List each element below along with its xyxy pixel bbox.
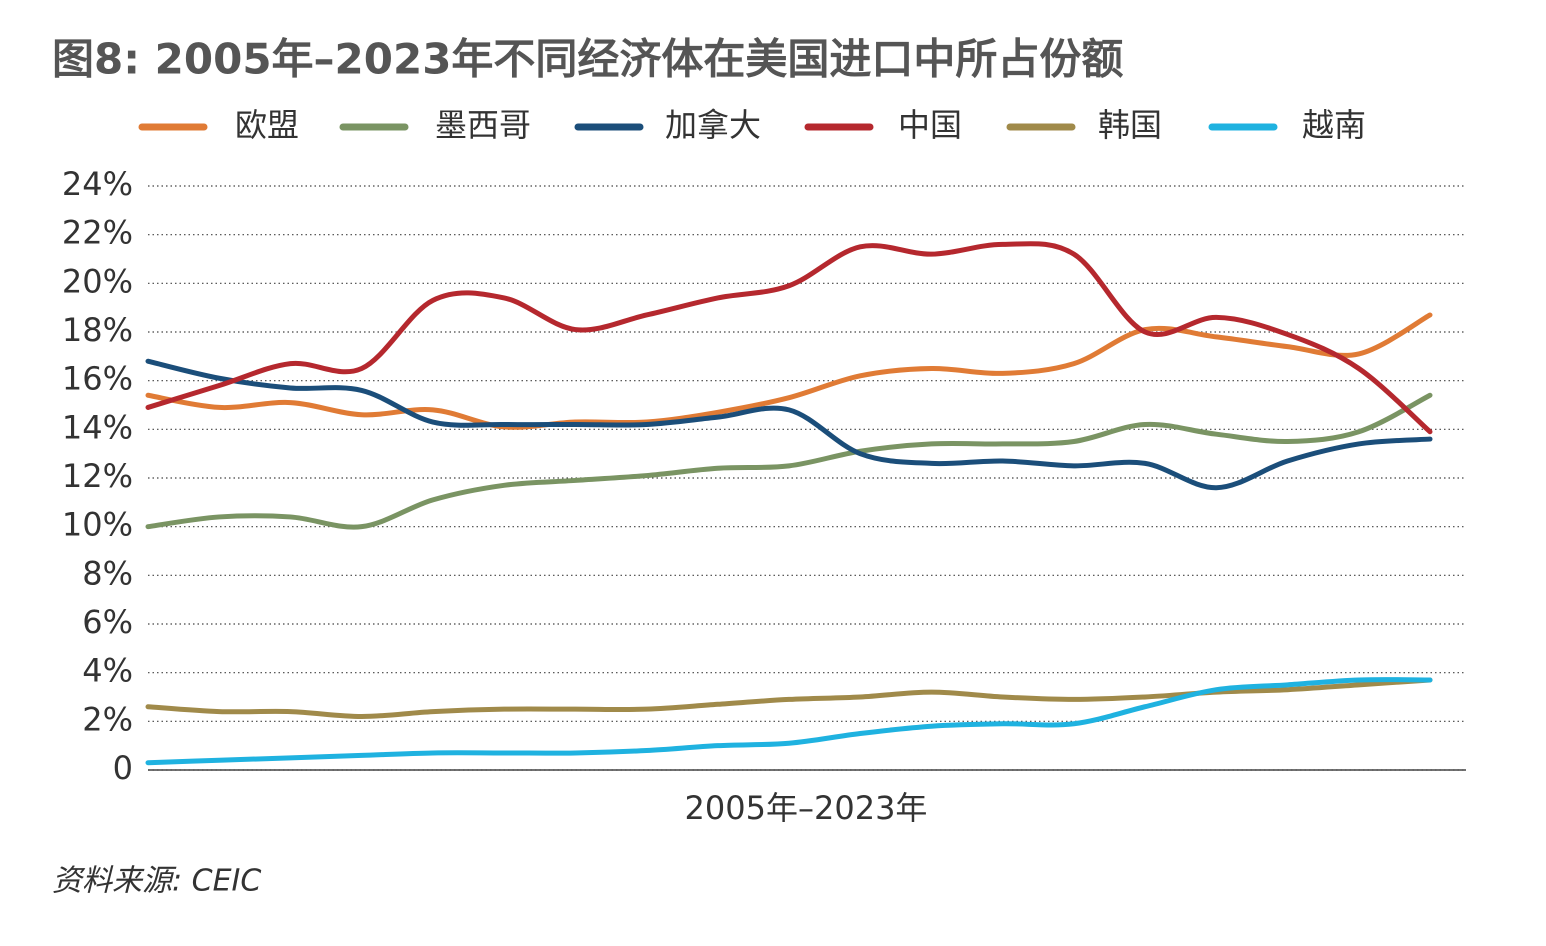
y-tick-label: 4%: [82, 652, 133, 690]
y-tick-label: 14%: [62, 408, 133, 446]
y-tick-label: 16%: [62, 360, 133, 398]
legend-label: 中国: [898, 106, 962, 144]
legend-label: 欧盟: [235, 106, 299, 144]
series-line: [145, 677, 1433, 766]
y-tick-label: 20%: [62, 262, 133, 300]
y-tick-label: 6%: [82, 603, 133, 641]
y-tick-label: 10%: [62, 506, 133, 544]
x-axis-label: 2005年–2023年: [685, 789, 928, 827]
legend-label: 墨西哥: [435, 106, 531, 144]
legend-label: 加拿大: [665, 106, 761, 144]
source-note: 资料来源: CEIC: [52, 864, 261, 899]
y-tick-label: 2%: [82, 700, 133, 738]
y-tick-label: 24%: [62, 165, 133, 203]
series-line: [145, 358, 1433, 491]
series-line: [145, 312, 1433, 430]
y-tick-label: 0: [113, 749, 133, 787]
chart-title: 图8: 2005年–2023年不同经济体在美国进口中所占份额: [52, 35, 1123, 84]
legend-label: 韩国: [1098, 106, 1162, 144]
y-tick-label: 12%: [62, 457, 133, 495]
series-line: [145, 241, 1433, 435]
y-tick-label: 18%: [62, 311, 133, 349]
legend-label: 越南: [1302, 106, 1366, 144]
y-tick-label: 8%: [82, 554, 133, 592]
series-line: [145, 392, 1433, 530]
y-tick-label: 22%: [62, 214, 133, 252]
